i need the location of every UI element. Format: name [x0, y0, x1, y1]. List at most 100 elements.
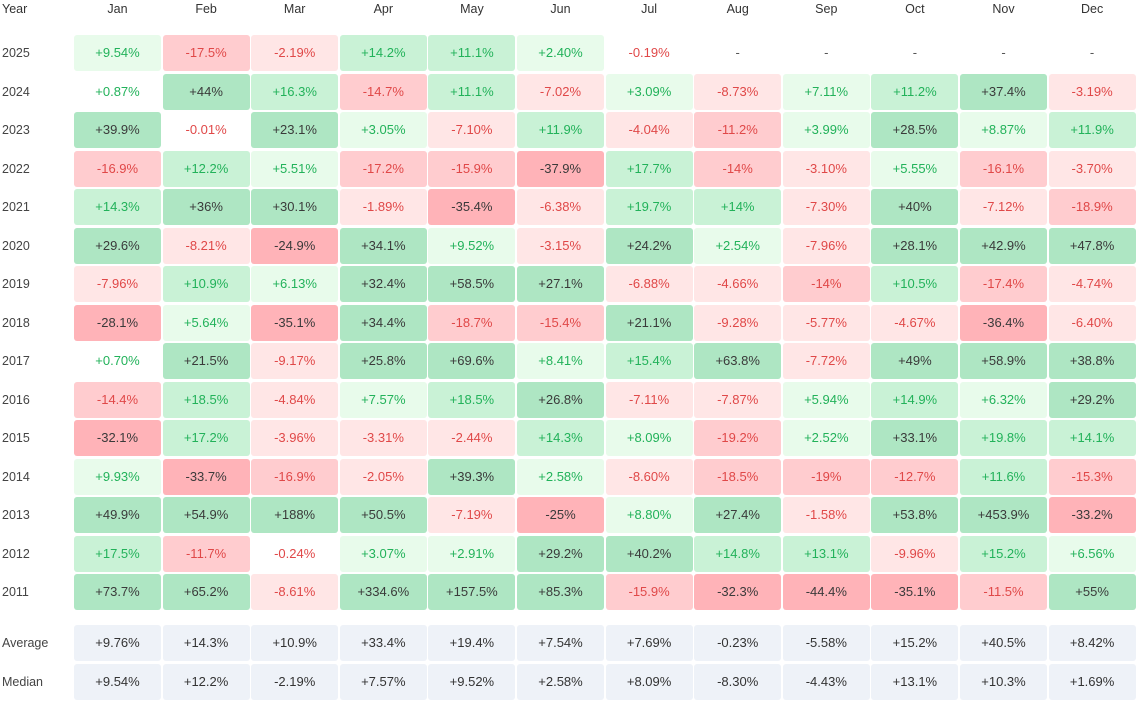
- return-cell-2019-may[interactable]: +58.5%: [428, 266, 516, 302]
- return-cell-2018-jul[interactable]: +21.1%: [605, 304, 693, 341]
- return-cell-2025-jun[interactable]: +2.40%: [517, 35, 604, 71]
- return-cell-2016-dec[interactable]: +29.2%: [1048, 381, 1136, 418]
- return-cell-2024-apr[interactable]: -14.7%: [339, 73, 427, 110]
- return-cell-2013-mar[interactable]: +188%: [251, 497, 339, 533]
- return-cell-2017-jan[interactable]: +0.70%: [95, 353, 140, 368]
- return-cell-2019-oct[interactable]: +10.5%: [871, 266, 959, 302]
- return-cell-2017-jul[interactable]: +15.4%: [605, 343, 693, 379]
- return-cell-2021-jul[interactable]: +19.7%: [605, 189, 693, 225]
- return-cell-2013-aug[interactable]: +27.4%: [694, 497, 782, 533]
- return-cell-2021-feb[interactable]: +36%: [162, 189, 250, 225]
- return-cell-2024-aug[interactable]: -8.73%: [694, 73, 782, 110]
- return-cell-2022-apr[interactable]: -17.2%: [339, 150, 427, 187]
- return-cell-2020-sep[interactable]: -7.96%: [782, 227, 870, 264]
- return-cell-2017-mar[interactable]: -9.17%: [251, 343, 339, 379]
- return-cell-2013-nov[interactable]: +453.9%: [960, 497, 1047, 533]
- return-cell-2024-jan[interactable]: +0.87%: [95, 83, 140, 99]
- return-cell-2023-nov[interactable]: +8.87%: [960, 112, 1047, 148]
- return-cell-2021-aug[interactable]: +14%: [694, 189, 782, 225]
- return-cell-2022-jan[interactable]: -16.9%: [74, 150, 161, 187]
- return-cell-2011-oct[interactable]: -35.1%: [871, 574, 959, 610]
- return-cell-2016-nov[interactable]: +6.32%: [960, 381, 1047, 418]
- return-cell-2017-oct[interactable]: +49%: [871, 343, 959, 379]
- return-cell-2023-may[interactable]: -7.10%: [428, 112, 516, 148]
- return-cell-2016-may[interactable]: +18.5%: [428, 381, 516, 418]
- return-cell-2012-mar[interactable]: -0.24%: [274, 545, 316, 561]
- return-cell-2022-jul[interactable]: +17.7%: [605, 150, 693, 187]
- return-cell-2021-jun[interactable]: -6.38%: [517, 189, 604, 225]
- return-cell-2025-oct[interactable]: -: [912, 45, 918, 60]
- return-cell-2021-dec[interactable]: -18.9%: [1048, 189, 1136, 225]
- return-cell-2024-feb[interactable]: +44%: [162, 73, 250, 110]
- return-cell-2015-dec[interactable]: +14.1%: [1048, 420, 1136, 456]
- return-cell-2011-apr[interactable]: +334.6%: [339, 574, 427, 610]
- return-cell-2012-dec[interactable]: +6.56%: [1048, 535, 1136, 572]
- return-cell-2023-feb[interactable]: -0.01%: [185, 122, 227, 137]
- return-cell-2018-jan[interactable]: -28.1%: [74, 304, 161, 341]
- return-cell-2022-mar[interactable]: +5.51%: [251, 150, 339, 187]
- return-cell-2024-jun[interactable]: -7.02%: [517, 73, 604, 110]
- return-cell-2022-may[interactable]: -15.9%: [428, 150, 516, 187]
- return-cell-2025-jan[interactable]: +9.54%: [74, 35, 161, 71]
- return-cell-2014-oct[interactable]: -12.7%: [871, 458, 959, 495]
- return-cell-2022-nov[interactable]: -16.1%: [960, 150, 1047, 187]
- return-cell-2011-nov[interactable]: -11.5%: [960, 574, 1047, 610]
- return-cell-2024-nov[interactable]: +37.4%: [960, 73, 1047, 110]
- return-cell-2022-oct[interactable]: +5.55%: [871, 150, 959, 187]
- return-cell-2015-jan[interactable]: -32.1%: [74, 420, 161, 456]
- return-cell-2014-aug[interactable]: -18.5%: [694, 458, 782, 495]
- return-cell-2015-oct[interactable]: +33.1%: [871, 420, 959, 456]
- return-cell-2016-jan[interactable]: -14.4%: [74, 381, 161, 418]
- return-cell-2013-may[interactable]: -7.19%: [428, 497, 516, 533]
- return-cell-2022-dec[interactable]: -3.70%: [1048, 150, 1136, 187]
- return-cell-2013-oct[interactable]: +53.8%: [871, 497, 959, 533]
- return-cell-2011-dec[interactable]: +55%: [1048, 574, 1136, 610]
- return-cell-2016-oct[interactable]: +14.9%: [871, 381, 959, 418]
- return-cell-2024-jul[interactable]: +3.09%: [605, 73, 693, 110]
- return-cell-2016-apr[interactable]: +7.57%: [339, 381, 427, 418]
- return-cell-2023-oct[interactable]: +28.5%: [871, 112, 959, 148]
- return-cell-2019-apr[interactable]: +32.4%: [339, 266, 427, 302]
- return-cell-2016-aug[interactable]: -7.87%: [694, 381, 782, 418]
- return-cell-2017-aug[interactable]: +63.8%: [694, 343, 782, 379]
- return-cell-2016-jul[interactable]: -7.11%: [605, 381, 693, 418]
- return-cell-2018-mar[interactable]: -35.1%: [251, 304, 339, 341]
- return-cell-2012-nov[interactable]: +15.2%: [960, 535, 1047, 572]
- return-cell-2011-aug[interactable]: -32.3%: [694, 574, 782, 610]
- return-cell-2020-jul[interactable]: +24.2%: [605, 227, 693, 264]
- return-cell-2011-feb[interactable]: +65.2%: [162, 574, 250, 610]
- return-cell-2020-dec[interactable]: +47.8%: [1048, 227, 1136, 264]
- return-cell-2016-feb[interactable]: +18.5%: [162, 381, 250, 418]
- return-cell-2017-nov[interactable]: +58.9%: [960, 343, 1047, 379]
- return-cell-2015-mar[interactable]: -3.96%: [251, 420, 339, 456]
- return-cell-2018-jun[interactable]: -15.4%: [517, 304, 604, 341]
- return-cell-2022-sep[interactable]: -3.10%: [782, 150, 870, 187]
- return-cell-2023-aug[interactable]: -11.2%: [694, 112, 782, 148]
- return-cell-2025-feb[interactable]: -17.5%: [162, 35, 250, 71]
- return-cell-2013-dec[interactable]: -33.2%: [1048, 497, 1136, 533]
- return-cell-2023-jul[interactable]: -4.04%: [605, 112, 693, 148]
- return-cell-2021-sep[interactable]: -7.30%: [782, 189, 870, 225]
- return-cell-2012-apr[interactable]: +3.07%: [339, 535, 427, 572]
- return-cell-2018-feb[interactable]: +5.64%: [162, 304, 250, 341]
- return-cell-2015-aug[interactable]: -19.2%: [694, 420, 782, 456]
- return-cell-2018-apr[interactable]: +34.4%: [339, 304, 427, 341]
- return-cell-2011-may[interactable]: +157.5%: [428, 574, 516, 610]
- return-cell-2023-dec[interactable]: +11.9%: [1048, 112, 1136, 148]
- return-cell-2014-apr[interactable]: -2.05%: [339, 458, 427, 495]
- return-cell-2014-jun[interactable]: +2.58%: [517, 458, 604, 495]
- return-cell-2017-feb[interactable]: +21.5%: [162, 343, 250, 379]
- return-cell-2023-mar[interactable]: +23.1%: [251, 112, 339, 148]
- return-cell-2014-dec[interactable]: -15.3%: [1048, 458, 1136, 495]
- return-cell-2022-aug[interactable]: -14%: [694, 150, 782, 187]
- return-cell-2013-apr[interactable]: +50.5%: [339, 497, 427, 533]
- return-cell-2011-jan[interactable]: +73.7%: [74, 574, 161, 610]
- return-cell-2018-sep[interactable]: -5.77%: [782, 304, 870, 341]
- return-cell-2011-sep[interactable]: -44.4%: [782, 574, 870, 610]
- return-cell-2015-apr[interactable]: -3.31%: [339, 420, 427, 456]
- return-cell-2015-jul[interactable]: +8.09%: [605, 420, 693, 456]
- return-cell-2020-mar[interactable]: -24.9%: [251, 227, 339, 264]
- return-cell-2013-sep[interactable]: -1.58%: [782, 497, 870, 533]
- return-cell-2017-dec[interactable]: +38.8%: [1048, 343, 1136, 379]
- return-cell-2018-may[interactable]: -18.7%: [428, 304, 516, 341]
